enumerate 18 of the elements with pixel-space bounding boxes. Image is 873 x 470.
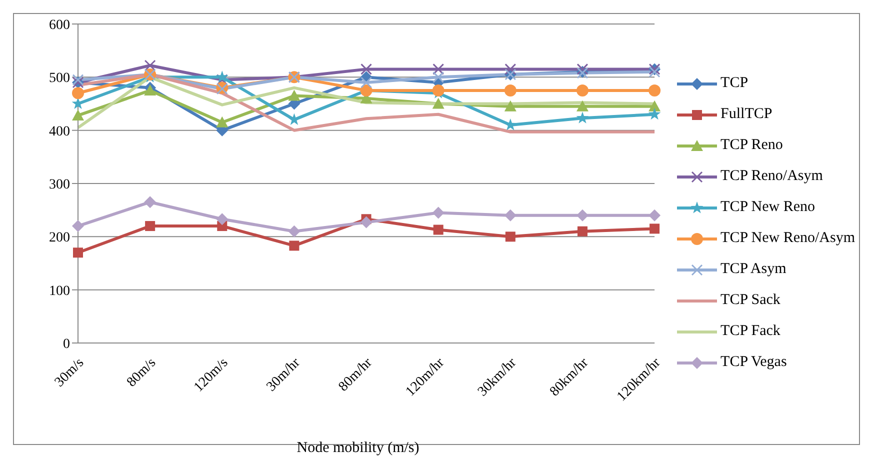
legend-label: FullTCP bbox=[720, 105, 772, 124]
legend-label: TCP Sack bbox=[720, 291, 780, 310]
legend-label: TCP Reno bbox=[720, 136, 783, 155]
legend-label: TCP bbox=[720, 74, 748, 93]
y-tick-label: 0 bbox=[63, 336, 70, 352]
y-tick-label: 600 bbox=[49, 18, 70, 33]
y-tick-label: 500 bbox=[49, 71, 70, 86]
legend-label: TCP Asym bbox=[720, 260, 786, 279]
y-tick-label: 300 bbox=[49, 177, 70, 192]
legend-label: TCP Reno/Asym bbox=[720, 167, 823, 186]
legend-label: TCP New Reno bbox=[720, 198, 815, 217]
x-axis-title: Node mobility (m/s) bbox=[296, 440, 420, 457]
legend-label: TCP Vegas bbox=[720, 353, 787, 372]
y-tick-label: 200 bbox=[49, 230, 70, 246]
y-tick-label: 100 bbox=[49, 284, 70, 299]
legend-label: TCP New Reno/Asym bbox=[720, 229, 855, 248]
y-tick-label: 400 bbox=[49, 124, 70, 140]
legend-label: TCP Fack bbox=[720, 322, 780, 341]
